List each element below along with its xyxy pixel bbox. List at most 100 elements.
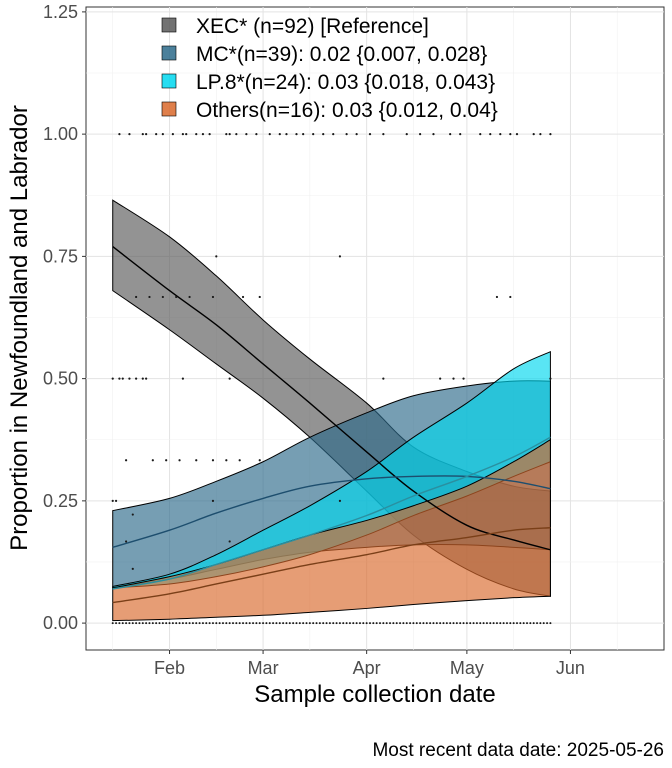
legend-key-1 (161, 45, 177, 61)
data-point-zero (155, 622, 158, 625)
y-tick-label: 0.00 (43, 613, 78, 633)
data-point-zero (238, 622, 241, 625)
data-point-zero (178, 622, 181, 625)
data-point (145, 133, 148, 136)
data-point-zero (422, 622, 425, 625)
data-point-zero (218, 622, 221, 625)
data-point-zero (255, 622, 258, 625)
data-point-zero (195, 622, 198, 625)
data-point-zero (522, 622, 525, 625)
y-tick-label: 1.25 (43, 2, 78, 22)
data-point-zero (395, 622, 398, 625)
data-point-zero (505, 622, 508, 625)
data-point (211, 295, 215, 299)
data-point (432, 133, 435, 136)
x-tick-label: May (450, 658, 484, 678)
data-point-zero (368, 622, 371, 625)
data-point-zero (145, 622, 148, 625)
data-point (188, 295, 191, 299)
data-point-zero (275, 622, 278, 625)
data-point-zero (268, 622, 271, 625)
data-point-zero (175, 622, 178, 625)
data-point (128, 133, 131, 136)
data-point-zero (128, 622, 131, 625)
data-point (124, 540, 128, 543)
data-point-zero (225, 622, 228, 625)
data-point-zero (272, 622, 275, 625)
data-point (135, 377, 138, 380)
data-date-caption: Most recent data date: 2025-05-26 (372, 740, 664, 761)
data-point-zero (118, 622, 121, 625)
legend-label-0: XEC* (n=92) [Reference] (196, 15, 429, 38)
data-point-zero (465, 622, 468, 625)
data-point-zero (235, 622, 238, 625)
data-point (178, 459, 181, 462)
data-point (135, 295, 138, 299)
data-point (155, 133, 158, 136)
data-point-zero (305, 622, 308, 625)
data-point-zero (379, 622, 382, 625)
data-point-zero (171, 622, 174, 625)
data-point-zero (131, 622, 134, 625)
data-point-zero (315, 622, 318, 625)
data-point (549, 133, 552, 136)
data-point-zero (489, 622, 492, 625)
data-point-zero (529, 622, 532, 625)
data-point-zero (141, 622, 144, 625)
data-point-zero (208, 622, 211, 625)
data-point-zero (308, 622, 311, 625)
data-point-zero (325, 622, 328, 625)
data-point-zero (502, 622, 505, 625)
data-point-zero (135, 622, 138, 625)
data-point-zero (215, 622, 218, 625)
data-point-zero (292, 622, 295, 625)
data-point-zero (389, 622, 392, 625)
data-point-zero (509, 622, 512, 625)
data-point-zero (228, 622, 231, 625)
data-point (145, 377, 148, 380)
data-point-zero (165, 622, 168, 625)
data-point-zero (242, 622, 245, 625)
data-point-zero (472, 622, 475, 625)
data-point (225, 133, 228, 136)
data-point-zero (536, 622, 539, 625)
y-tick-label: 1.00 (43, 124, 78, 144)
data-point (228, 377, 231, 380)
data-point-zero (278, 622, 281, 625)
data-point (322, 133, 325, 136)
data-point (268, 133, 271, 136)
data-point (201, 133, 205, 136)
data-point (255, 133, 258, 136)
data-point (345, 133, 348, 136)
data-point-zero (485, 622, 488, 625)
data-point-zero (211, 622, 214, 625)
data-point-zero (312, 622, 315, 625)
data-point (185, 133, 188, 136)
x-tick-label: Feb (154, 658, 185, 678)
data-point-zero (512, 622, 515, 625)
data-point (131, 513, 134, 516)
data-point-zero (265, 622, 268, 625)
data-point-zero (258, 622, 261, 625)
data-point-zero (362, 622, 365, 625)
x-tick-label: Apr (353, 658, 381, 678)
y-tick-label: 0.50 (43, 369, 78, 389)
data-point-zero (345, 622, 348, 625)
x-axis-title: Sample collection date (254, 681, 495, 708)
data-point-zero (449, 622, 452, 625)
data-point (161, 133, 164, 136)
legend-key-0 (161, 17, 177, 33)
data-point (114, 499, 118, 502)
data-point (338, 255, 342, 258)
observation-points (111, 133, 552, 625)
x-axis-ticks: Feb Mar Apr May Jun (154, 650, 585, 678)
data-point (382, 133, 385, 136)
data-point-zero (539, 622, 542, 625)
data-point-zero (121, 622, 124, 625)
data-point-zero (375, 622, 378, 625)
data-point-zero (348, 622, 351, 625)
data-point (161, 295, 164, 299)
legend-key-3 (161, 101, 177, 117)
series-line-3 (112, 527, 551, 604)
